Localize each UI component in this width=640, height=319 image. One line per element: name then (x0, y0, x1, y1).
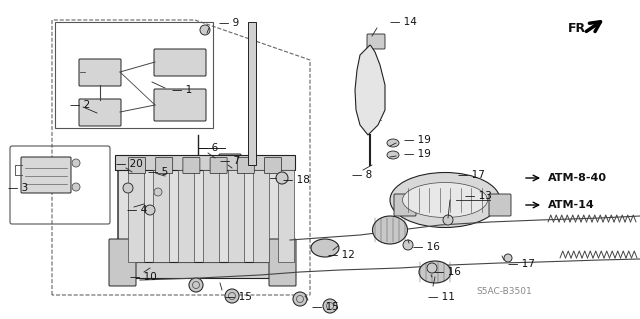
Text: — 2: — 2 (70, 100, 90, 110)
Text: — 8: — 8 (352, 170, 372, 180)
Circle shape (123, 183, 133, 193)
Text: — 19: — 19 (404, 135, 431, 145)
Circle shape (276, 172, 288, 184)
Text: S5AC-B3501: S5AC-B3501 (476, 287, 532, 296)
Text: — 10: — 10 (130, 272, 157, 282)
FancyBboxPatch shape (79, 99, 121, 126)
FancyBboxPatch shape (154, 49, 206, 76)
FancyBboxPatch shape (367, 34, 385, 49)
Ellipse shape (387, 151, 399, 159)
Circle shape (189, 278, 203, 292)
FancyBboxPatch shape (156, 158, 173, 174)
Polygon shape (355, 45, 385, 135)
Circle shape (200, 25, 210, 35)
Bar (278, 170, 294, 262)
FancyBboxPatch shape (21, 157, 71, 193)
FancyBboxPatch shape (118, 158, 292, 272)
Text: — 14: — 14 (390, 17, 417, 27)
Text: — 12: — 12 (328, 250, 355, 260)
Text: — 15: — 15 (225, 292, 252, 302)
Ellipse shape (387, 139, 399, 147)
FancyBboxPatch shape (394, 194, 416, 216)
Circle shape (403, 240, 413, 250)
Text: — 18: — 18 (283, 175, 310, 185)
FancyBboxPatch shape (79, 59, 121, 86)
Text: — 7: — 7 (220, 156, 240, 166)
Text: — 3: — 3 (8, 183, 28, 193)
Text: — 16: — 16 (434, 267, 461, 277)
FancyBboxPatch shape (269, 239, 296, 286)
Text: — 9: — 9 (219, 18, 239, 28)
FancyBboxPatch shape (129, 158, 145, 174)
Ellipse shape (372, 216, 408, 244)
FancyBboxPatch shape (264, 158, 282, 174)
Text: — 6: — 6 (198, 143, 218, 153)
FancyBboxPatch shape (147, 167, 169, 186)
Bar (153, 170, 169, 262)
Text: — 4: — 4 (127, 205, 147, 215)
Circle shape (427, 263, 437, 273)
Bar (228, 170, 244, 262)
Circle shape (154, 188, 162, 196)
Text: — 17: — 17 (508, 259, 535, 269)
FancyBboxPatch shape (183, 158, 200, 174)
Text: — 17: — 17 (458, 170, 485, 180)
Text: — 15: — 15 (312, 302, 339, 312)
Bar (203, 170, 219, 262)
Text: — 13: — 13 (465, 191, 492, 201)
Ellipse shape (403, 182, 488, 218)
FancyBboxPatch shape (154, 89, 206, 121)
Text: — 11: — 11 (428, 292, 455, 302)
FancyBboxPatch shape (210, 158, 227, 174)
Text: — 20: — 20 (116, 159, 143, 169)
Ellipse shape (311, 239, 339, 257)
Circle shape (293, 292, 307, 306)
Text: ATM-8-40: ATM-8-40 (548, 173, 607, 183)
Text: — 16: — 16 (413, 242, 440, 252)
Ellipse shape (419, 261, 451, 283)
Bar (55, 22, 213, 128)
Text: — 1: — 1 (172, 85, 192, 95)
FancyBboxPatch shape (489, 194, 511, 216)
Circle shape (504, 254, 512, 262)
Bar (128, 170, 144, 262)
Bar (248, 22, 256, 165)
Text: — 5: — 5 (148, 167, 168, 177)
Circle shape (72, 159, 80, 167)
Bar (115, 262, 295, 278)
Circle shape (443, 215, 453, 225)
Text: ATM-14: ATM-14 (548, 200, 595, 210)
Circle shape (323, 299, 337, 313)
Text: FR.: FR. (568, 21, 591, 34)
FancyBboxPatch shape (237, 158, 254, 174)
Bar (253, 170, 269, 262)
Circle shape (72, 183, 80, 191)
Circle shape (225, 289, 239, 303)
Bar (178, 170, 194, 262)
Ellipse shape (390, 173, 500, 227)
FancyBboxPatch shape (219, 154, 241, 181)
Text: — 19: — 19 (404, 149, 431, 159)
Circle shape (145, 205, 155, 215)
Bar (115, 155, 295, 170)
FancyBboxPatch shape (109, 239, 136, 286)
